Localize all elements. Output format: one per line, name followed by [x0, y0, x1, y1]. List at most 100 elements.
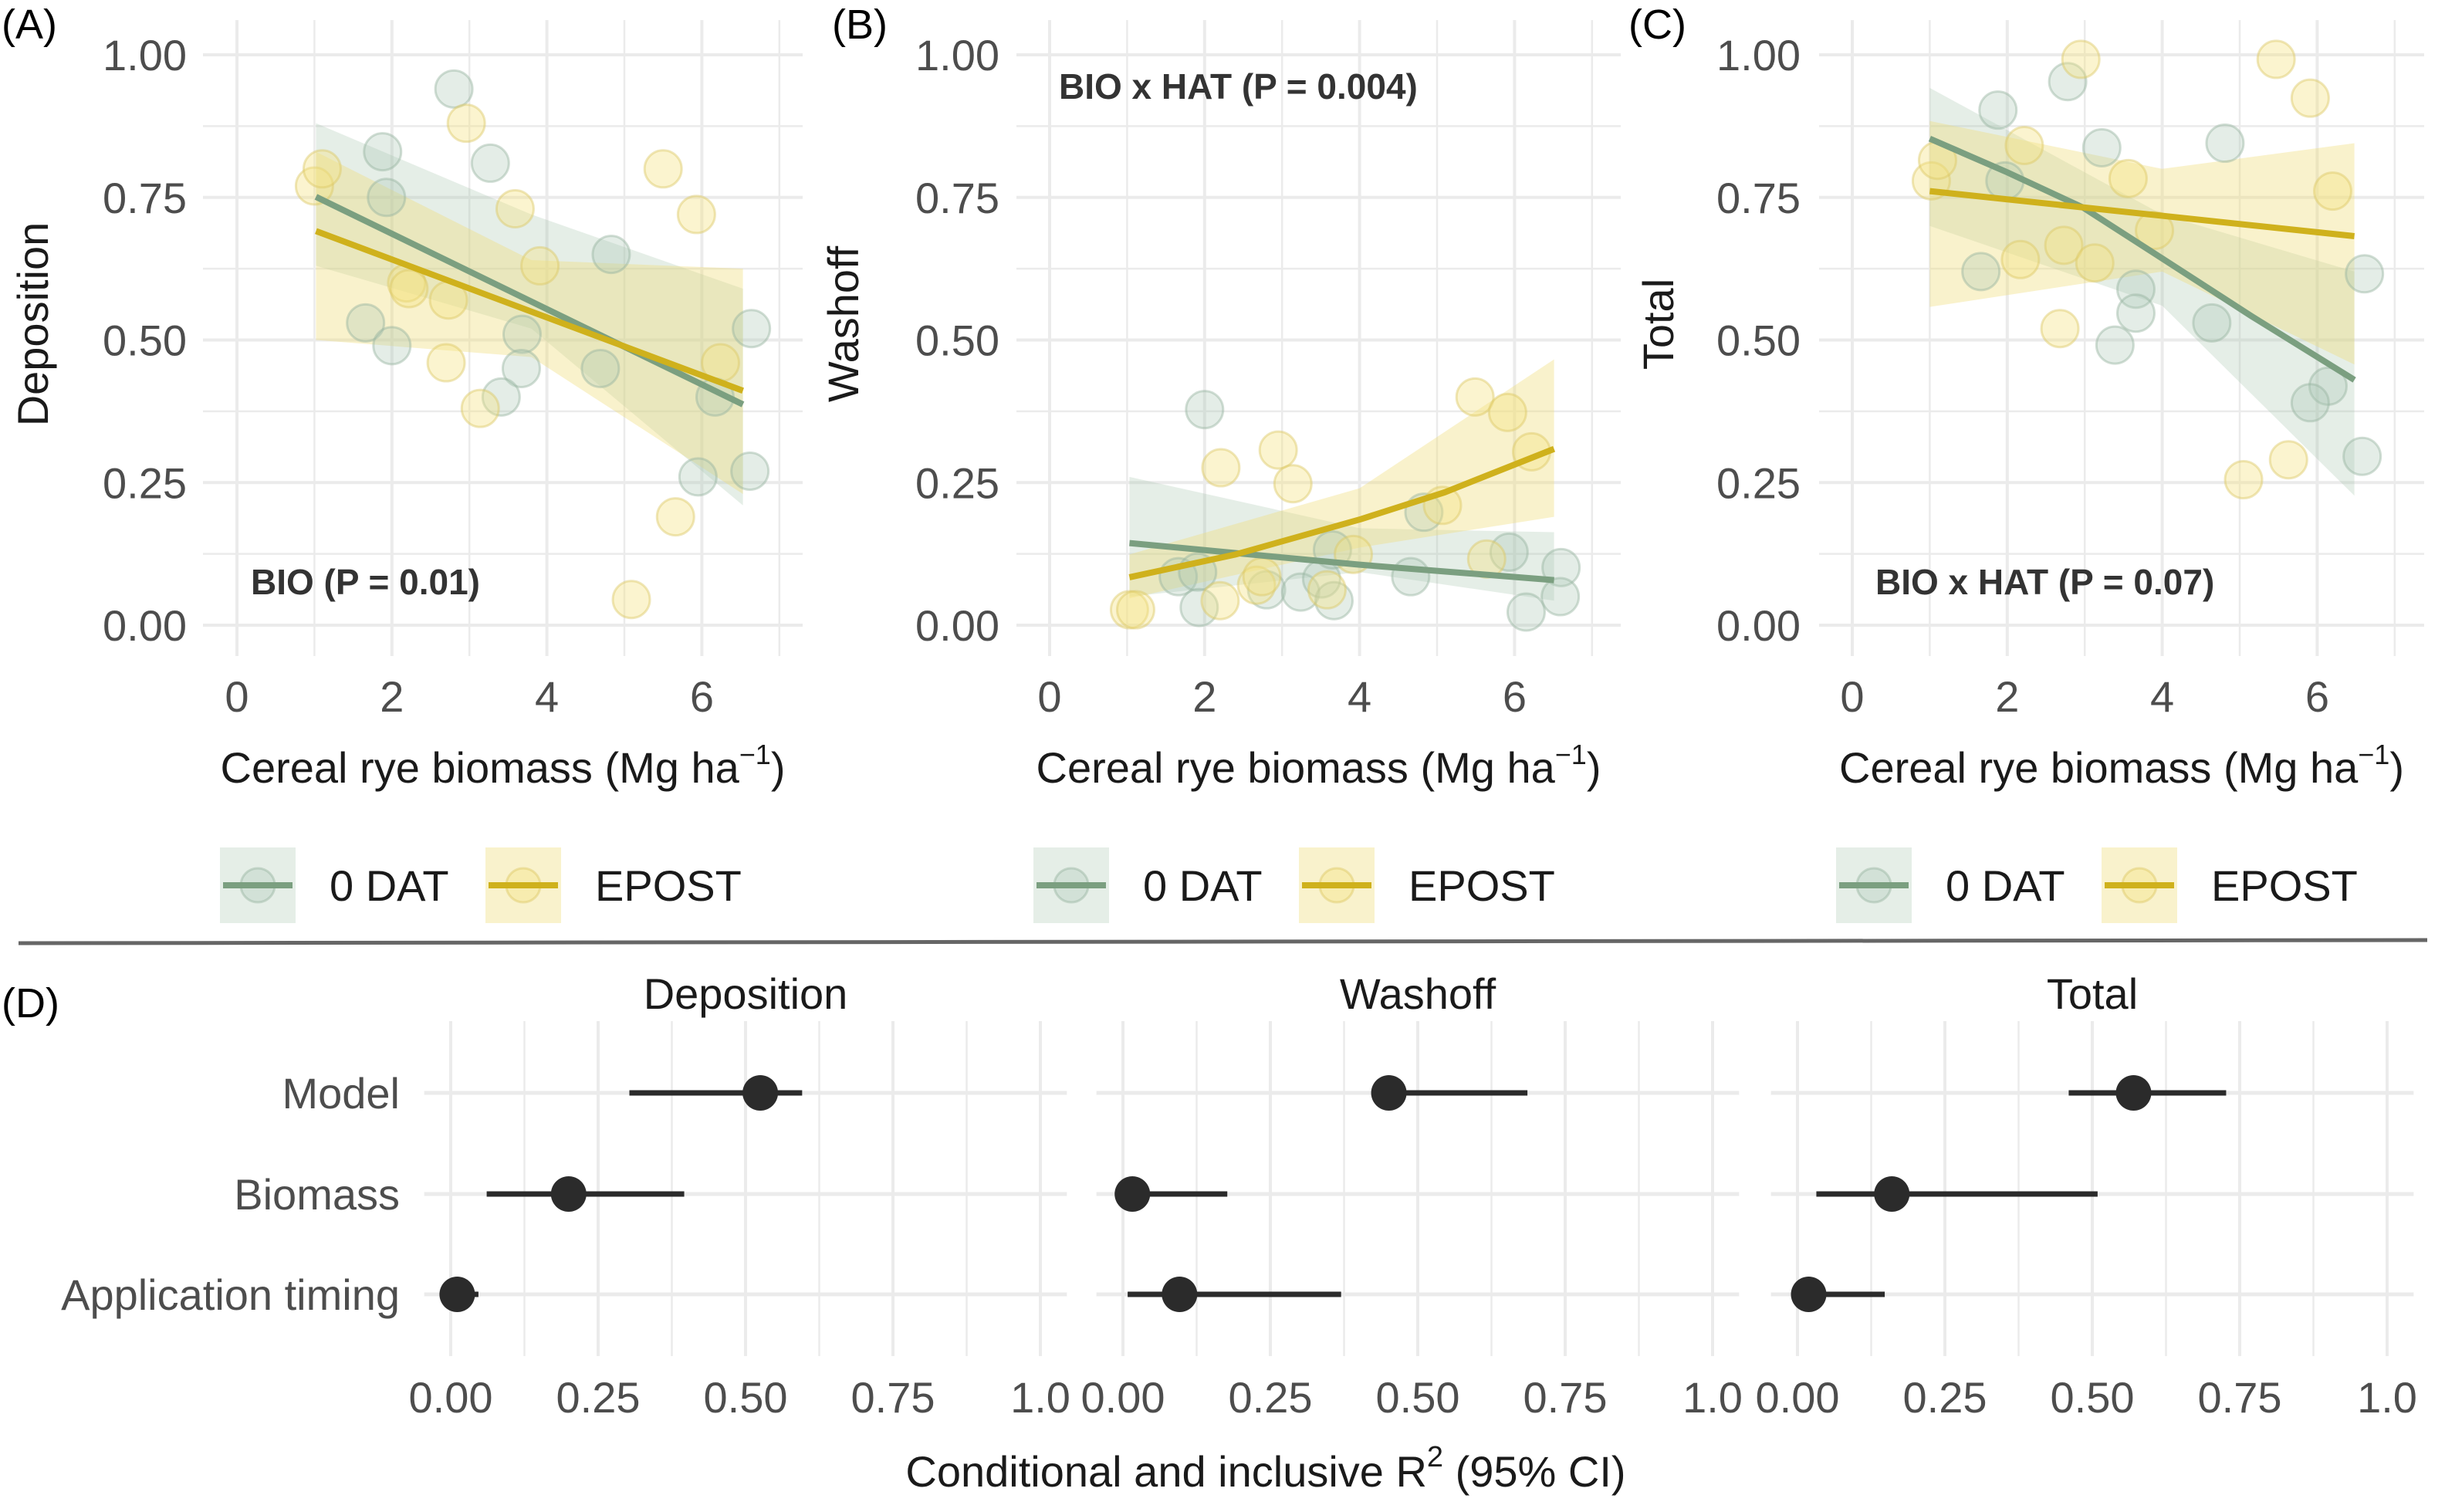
y-tick-label: 0.00	[103, 601, 187, 650]
ci-ribbon-0-dat	[1929, 87, 2355, 496]
x-tick-label: 4	[1348, 672, 1371, 721]
x-tick-label: 6	[2305, 672, 2329, 721]
data-point	[460, 388, 500, 428]
facet-title: Deposition	[644, 969, 848, 1018]
data-point	[2048, 62, 2088, 102]
x-tick-label: 0.75	[1523, 1373, 1608, 1422]
data-point	[1978, 90, 2018, 130]
data-point	[1246, 570, 1287, 610]
facet-title: Total	[2047, 969, 2138, 1018]
ci-ribbon-0-dat	[316, 123, 743, 506]
data-point	[2290, 78, 2330, 118]
x-tick-label: 0.00	[1081, 1373, 1165, 1422]
data-point	[426, 343, 466, 383]
x-tick-label: 4	[2150, 672, 2174, 721]
panel-a: 0.00 0.25 0.50 0.75 1.00 0 2 4 6 (A) Deposition Cer…	[2, 2, 803, 923]
data-point	[346, 303, 386, 343]
estimate-point	[1371, 1075, 1407, 1111]
data-point	[730, 451, 770, 491]
x-tick-label: 0.75	[851, 1373, 935, 1422]
data-point	[1489, 532, 1529, 572]
x-tick-label: 4	[535, 672, 559, 721]
data-point	[2108, 158, 2148, 198]
x-axis-title: Cereal rye biomass (Mg ha−1)	[1037, 739, 1601, 792]
data-point	[1236, 565, 1277, 605]
significance-annotation: BIO x HAT (P = 0.004)	[1059, 66, 1418, 107]
x-axis-title-end: )	[1587, 743, 1601, 792]
data-point	[732, 309, 772, 349]
fit-line-0-dat	[1129, 540, 1554, 583]
data-point	[1455, 377, 1495, 417]
x-tick-label: 0.50	[1376, 1373, 1460, 1422]
row-label: Application timing	[61, 1270, 400, 1319]
x-axis-title-end: )	[771, 743, 786, 792]
x-tick-label: 0.50	[2051, 1373, 2135, 1422]
data-point	[1200, 580, 1240, 621]
significance-annotation: BIO (P = 0.01)	[251, 562, 480, 602]
x-tick-label: 0	[1037, 672, 1061, 721]
data-point	[676, 194, 716, 235]
data-point	[294, 166, 334, 206]
y-tick-label: 0.50	[103, 316, 187, 365]
data-point	[2342, 436, 2382, 476]
data-point	[2192, 303, 2232, 343]
data-point	[2256, 39, 2296, 79]
x-tick-label: 6	[690, 672, 714, 721]
legend: 0 DAT EPOST	[1033, 847, 1555, 923]
legend: 0 DAT EPOST	[1836, 847, 2358, 923]
data-point	[2040, 309, 2080, 349]
fit-line-epost	[1929, 188, 2355, 239]
data-point	[367, 178, 407, 218]
data-point	[2000, 239, 2041, 279]
data-point	[389, 269, 429, 309]
data-point	[1201, 448, 1241, 488]
estimate-point	[1114, 1176, 1151, 1212]
estimate-point	[550, 1176, 587, 1212]
estimate-point	[1874, 1176, 1910, 1212]
data-point	[1487, 392, 1527, 432]
x-tick-label: 0.00	[1756, 1373, 1840, 1422]
data-point	[1109, 590, 1149, 630]
x-tick-label: 2	[1192, 672, 1216, 721]
panel-divider	[18, 938, 2428, 945]
data-point	[446, 103, 486, 144]
legend-label: EPOST	[2211, 861, 2358, 910]
legend-label: 0 DAT	[1143, 861, 1263, 910]
y-tick-label: 0.25	[103, 458, 187, 507]
data-point	[2290, 383, 2330, 423]
data-point	[2061, 39, 2101, 79]
y-tick-label: 0.75	[103, 174, 187, 222]
legend-label: EPOST	[1408, 861, 1555, 910]
y-axis-title: Total	[1634, 279, 1682, 370]
data-point	[2095, 325, 2135, 365]
facet-washoff: Washoff 0.00 0.25 0.50 0.75 1.0	[1081, 969, 1743, 1422]
data-point	[1541, 547, 1581, 587]
data-point	[434, 69, 474, 109]
fit-line-0-dat	[1928, 135, 2356, 383]
data-point	[1179, 587, 1219, 627]
legend-label: EPOST	[595, 861, 742, 910]
fit-line-epost	[1128, 445, 1556, 580]
x-axis-title-superscript: −1	[739, 739, 771, 770]
x-axis-title-end: )	[2389, 743, 2404, 792]
x-axis-title-main: Cereal rye biomass (Mg ha	[1839, 743, 2359, 792]
x-axis-title: Cereal rye biomass (Mg ha−1)	[221, 739, 786, 792]
x-tick-label: 2	[1995, 672, 2019, 721]
x-tick-label: 1.0	[1010, 1373, 1070, 1422]
data-point	[1391, 556, 1431, 597]
data-point	[520, 245, 560, 286]
data-point	[481, 377, 521, 417]
x-axis-title-main: Cereal rye biomass (Mg ha	[1037, 743, 1556, 792]
y-tick-label: 0.00	[915, 601, 999, 650]
x-axis-title: Cereal rye biomass (Mg ha−1)	[1839, 739, 2404, 792]
facet-title: Washoff	[1340, 969, 1496, 1018]
data-point	[1258, 430, 1298, 470]
estimate-point	[2115, 1075, 2152, 1111]
panel-label: (C)	[1628, 2, 1686, 48]
data-point	[2268, 440, 2308, 480]
data-point	[1185, 390, 1225, 430]
legend: 0 DAT EPOST	[220, 847, 742, 923]
y-tick-label: 0.50	[1716, 316, 1801, 365]
data-point	[2075, 243, 2115, 283]
x-tick-label: 2	[380, 672, 404, 721]
